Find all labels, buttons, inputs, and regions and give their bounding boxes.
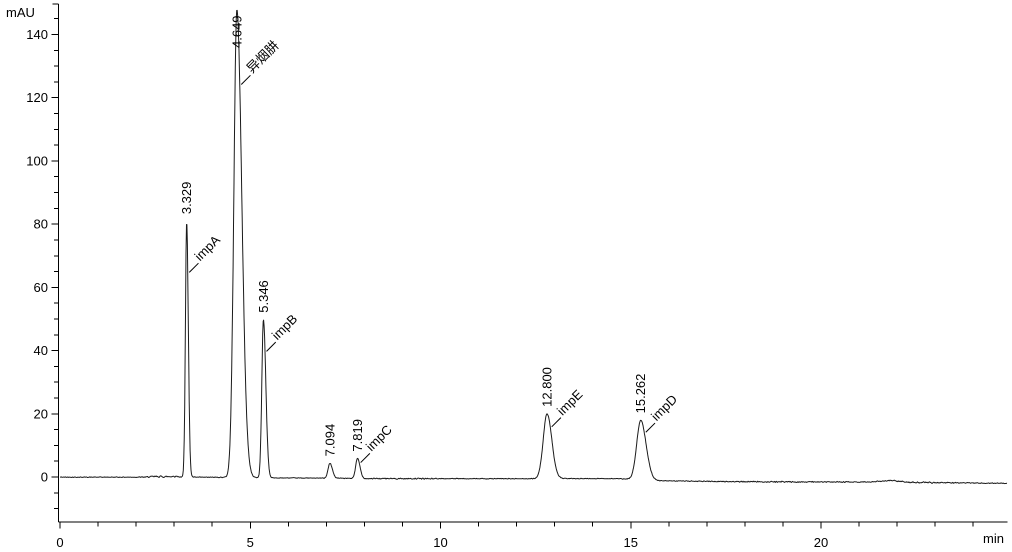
peak-rt-label: 5.346 — [256, 280, 271, 313]
peak-name-label: impA — [191, 232, 223, 264]
x-tick-label: 5 — [247, 535, 254, 550]
x-tick-label: 0 — [56, 535, 63, 550]
chromatogram-trace — [60, 9, 1008, 485]
peak-name-label: impC — [363, 422, 395, 454]
peak-name-label: impD — [648, 392, 680, 424]
y-tick-label: 120 — [26, 90, 48, 105]
y-axis-unit-label: mAU — [6, 5, 35, 20]
peak-name-label: impB — [269, 311, 301, 343]
peak-label-leader-line — [266, 341, 277, 352]
peak-label-leader-line — [551, 417, 562, 428]
peak-label-leader-line — [360, 453, 371, 463]
peak-rt-label: 7.094 — [322, 424, 337, 457]
peak-label-leader-line — [188, 262, 199, 273]
x-axis-unit-label: min — [983, 531, 1004, 546]
peak-label-leader-line — [645, 422, 656, 433]
x-tick-label: 15 — [624, 535, 638, 550]
peak-name-label: 异烟肼 — [243, 38, 281, 76]
peak-rt-label: 3.329 — [179, 182, 194, 215]
x-tick-label: 10 — [433, 535, 447, 550]
y-tick-label: 140 — [26, 27, 48, 42]
y-tick-label: 60 — [34, 280, 48, 295]
peak-label-leader-line — [240, 74, 251, 85]
y-tick-label: 0 — [41, 470, 48, 485]
peak-name-label: impE — [554, 386, 586, 418]
x-tick-label: 20 — [814, 535, 828, 550]
axis-tick-labels: 0 20 40 60 80 100 120 140 0 5 10 15 20 — [26, 27, 828, 550]
y-tick-label: 20 — [34, 406, 48, 421]
y-tick-label: 100 — [26, 153, 48, 168]
peak-rt-label: 4.649 — [229, 15, 244, 48]
axes — [51, 3, 1008, 529]
y-tick-label: 80 — [34, 217, 48, 232]
peak-rt-label: 7.819 — [350, 419, 365, 452]
peak-rt-label: 12.800 — [540, 367, 555, 407]
y-tick-label: 40 — [34, 343, 48, 358]
peak-rt-label: 15.262 — [633, 374, 648, 414]
